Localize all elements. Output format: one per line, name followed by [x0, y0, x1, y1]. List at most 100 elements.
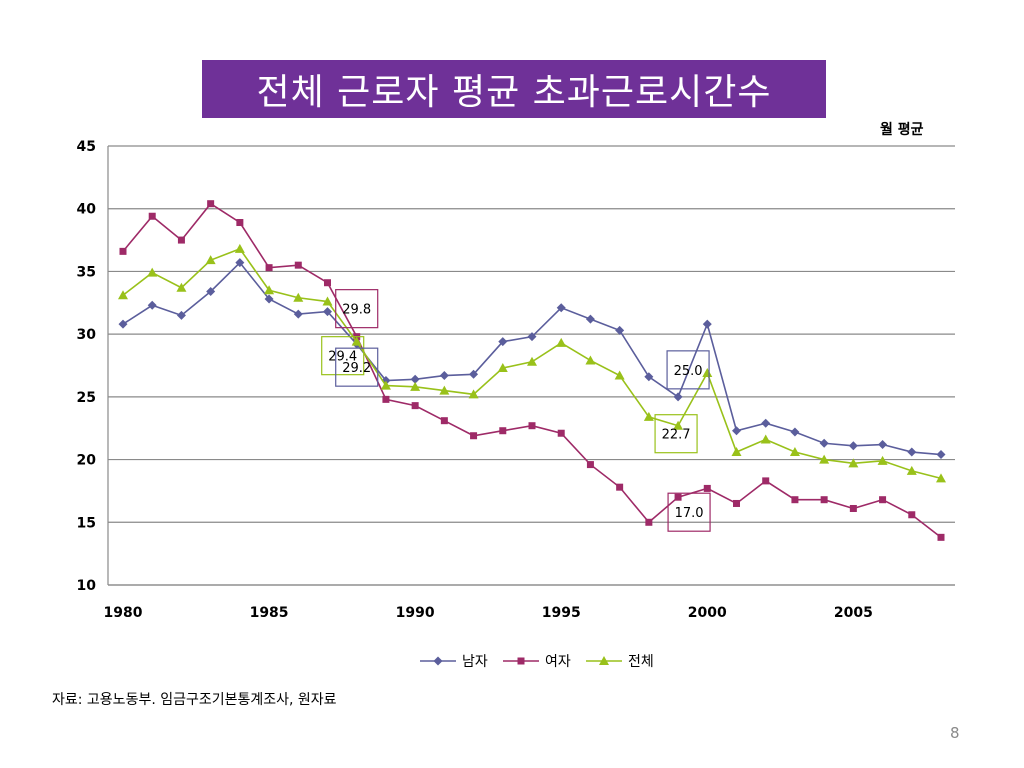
callout-box-3 [335, 347, 379, 387]
data-point-s2-1987 [324, 279, 331, 287]
data-point-s1-1984 [235, 258, 245, 268]
x-tick-label-1980: 1980 [104, 605, 143, 621]
data-point-s3-1983 [205, 255, 216, 265]
y-tick-label-25: 25 [77, 390, 96, 406]
callout-box-6 [667, 492, 711, 532]
data-point-s2-2000 [703, 484, 711, 492]
y-tick-label-30: 30 [77, 327, 97, 343]
data-point-s3-1982 [176, 282, 187, 292]
legend-marker-1 [433, 656, 443, 666]
data-point-s1-1992 [469, 369, 479, 379]
data-point-s3-1992 [468, 389, 479, 399]
callout-label-3: 29.2 [342, 361, 371, 376]
data-point-s3-1991 [439, 385, 450, 395]
data-point-s3-2007 [906, 465, 917, 475]
data-point-s1-1981 [147, 300, 157, 310]
data-point-s1-1991 [439, 371, 449, 381]
data-point-s2-2006 [879, 496, 887, 504]
data-point-s2-1991 [440, 417, 448, 425]
data-point-s1-1996 [585, 314, 595, 324]
data-point-s2-2005 [849, 504, 857, 512]
data-point-s1-1995 [556, 303, 566, 313]
data-point-s1-1997 [615, 325, 625, 335]
data-point-s2-1990 [411, 402, 419, 410]
data-point-s3-1996 [585, 355, 596, 365]
callout-label-4: 25.0 [674, 364, 703, 379]
data-point-s1-2008 [936, 450, 946, 460]
data-point-s2-1983 [207, 200, 215, 208]
data-point-s1-1994 [527, 332, 537, 342]
x-tick-label-1985: 1985 [250, 605, 289, 621]
data-point-s3-2003 [789, 447, 800, 457]
data-point-s1-2006 [878, 440, 888, 450]
callout-box-4 [666, 350, 710, 390]
data-point-s2-2007 [908, 511, 916, 519]
data-point-s1-2004 [819, 438, 829, 448]
data-point-s3-1994 [527, 356, 537, 366]
data-point-s3-1988 [351, 336, 362, 346]
data-point-s2-2008 [937, 533, 945, 541]
data-point-s3-1998 [643, 411, 654, 421]
data-point-s1-2001 [732, 426, 741, 436]
callout-box-2 [321, 336, 365, 376]
data-point-s3-1997 [614, 370, 625, 380]
x-tick-label-1995: 1995 [542, 605, 581, 621]
data-point-s3-1987 [322, 296, 333, 306]
source-note: 자료: 고용노동부. 임금구조기본통계조사, 원자료 [52, 692, 337, 708]
x-tick-label-2000: 2000 [688, 605, 727, 621]
data-point-s1-2007 [907, 447, 917, 457]
data-point-s3-1989 [380, 380, 391, 390]
data-point-s1-1993 [498, 337, 508, 347]
data-point-s3-2006 [877, 455, 888, 465]
data-point-s2-1989 [382, 395, 390, 403]
data-point-s3-1984 [234, 243, 245, 253]
data-point-s1-2002 [761, 418, 771, 428]
data-point-s3-2001 [731, 447, 742, 457]
legend-label-3: 전체 [628, 654, 654, 670]
data-point-s3-2004 [819, 454, 830, 464]
data-point-s1-1998 [644, 372, 654, 382]
data-point-s2-2004 [820, 496, 828, 504]
callout-label-5: 22.7 [662, 428, 691, 443]
data-point-s3-1995 [556, 337, 567, 347]
data-point-s1-1986 [293, 309, 303, 319]
series-line-2 [122, 202, 942, 538]
data-point-s1-1985 [264, 294, 274, 304]
slide-title: 전체 근로자 평균 초과근로시간수 [256, 72, 772, 113]
data-point-s1-2000 [702, 319, 712, 329]
data-point-s2-1994 [528, 422, 536, 430]
y-tick-label-40: 40 [77, 202, 97, 218]
data-point-s2-2003 [791, 496, 799, 504]
callout-box-5 [654, 414, 698, 454]
data-point-s1-1980 [118, 319, 128, 329]
callout-box-1 [335, 289, 379, 329]
title-banner: 전체 근로자 평균 초과근로시간수 [202, 60, 826, 118]
data-point-s1-1990 [410, 374, 420, 384]
data-point-s3-1993 [497, 363, 508, 373]
y-tick-label-20: 20 [77, 453, 97, 469]
y-tick-label-10: 10 [77, 578, 97, 594]
data-point-s2-1993 [499, 427, 507, 435]
data-point-s2-1997 [616, 483, 624, 491]
data-point-s2-1982 [177, 236, 185, 244]
data-point-s3-2005 [848, 458, 859, 468]
data-point-s2-2001 [733, 499, 740, 507]
data-point-s3-1985 [264, 285, 275, 295]
data-point-s1-2003 [790, 427, 800, 437]
data-point-s2-2002 [762, 477, 770, 485]
data-point-s2-1980 [119, 247, 127, 255]
y-tick-label-15: 15 [77, 515, 96, 531]
x-tick-label-2005: 2005 [834, 605, 873, 621]
data-point-s2-1981 [148, 212, 156, 220]
data-point-s1-1983 [206, 286, 216, 296]
data-point-s2-1999 [674, 493, 682, 501]
data-point-s2-1996 [586, 461, 594, 469]
page-number: 8 [950, 724, 960, 742]
data-point-s1-1982 [176, 310, 186, 320]
legend-marker-3 [599, 656, 609, 665]
legend-label-2: 여자 [545, 654, 571, 670]
y-unit-label: 월 평균 [880, 122, 924, 138]
data-point-s1-1987 [323, 307, 332, 317]
data-point-s1-1999 [673, 392, 683, 402]
data-point-s3-2000 [702, 368, 713, 378]
